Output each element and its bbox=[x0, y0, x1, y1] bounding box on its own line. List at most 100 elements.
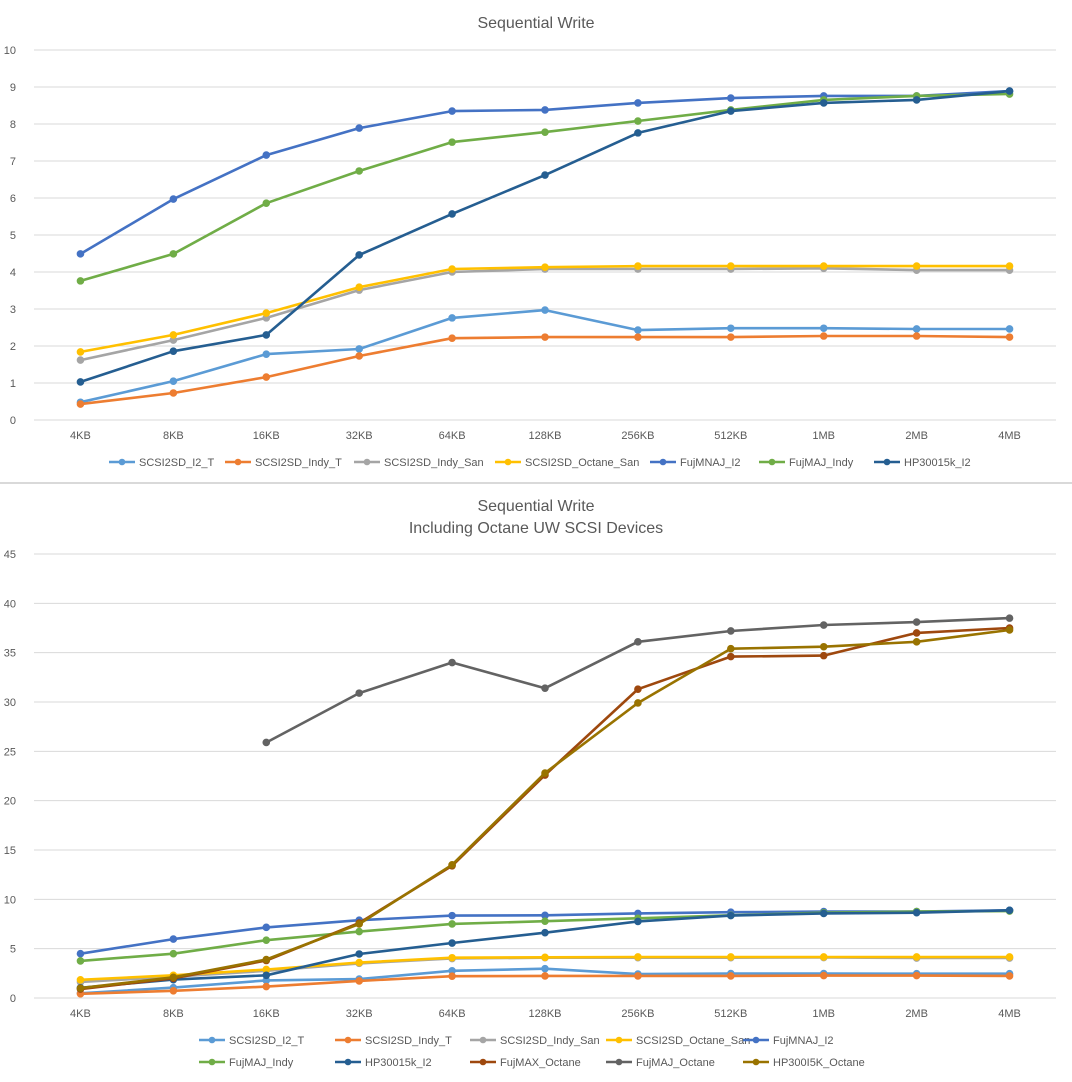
data-point bbox=[634, 99, 642, 107]
data-point bbox=[262, 955, 271, 964]
x-tick-label: 8KB bbox=[163, 1008, 184, 1020]
data-point bbox=[1005, 906, 1014, 915]
data-point bbox=[541, 171, 549, 179]
data-point bbox=[355, 124, 363, 132]
legend-swatch-marker bbox=[234, 458, 242, 466]
x-tick-label: 64KB bbox=[439, 1008, 466, 1020]
legend-label: HP30015k_I2 bbox=[904, 457, 971, 469]
legend-swatch-marker bbox=[615, 1058, 623, 1066]
data-point bbox=[819, 909, 828, 918]
data-point bbox=[448, 314, 456, 322]
x-tick-label: 256KB bbox=[621, 430, 654, 442]
legend-item: FujMAJ_Indy bbox=[199, 1057, 294, 1069]
data-point bbox=[76, 277, 85, 285]
data-point bbox=[448, 920, 456, 928]
data-point bbox=[355, 950, 363, 958]
legend-swatch-marker bbox=[768, 458, 776, 466]
chart-2-x-ticks: 4KB 8KB 16KB 32KB 64KB 128KB 256KB 512KB 1MB 2MB 4… bbox=[70, 1008, 1021, 1020]
chart-sequential-write: Sequential Write 0 1 2 3 4 5 6 7 8 9 10 4KB 8KB 16KB… bbox=[0, 0, 1072, 484]
data-point bbox=[169, 935, 178, 943]
data-point bbox=[727, 262, 735, 270]
legend-item: FujMAJ_Indy bbox=[759, 457, 854, 469]
data-point bbox=[448, 107, 456, 115]
chart-1-gridlines bbox=[34, 49, 1056, 421]
data-point bbox=[912, 618, 921, 626]
legend-item: HP30015k_I2 bbox=[335, 1057, 432, 1069]
legend-label: SCSI2SD_Indy_T bbox=[365, 1035, 452, 1047]
y-tick-label: 5 bbox=[10, 944, 16, 956]
data-point bbox=[912, 262, 921, 270]
data-point bbox=[541, 128, 549, 136]
data-point bbox=[355, 920, 363, 928]
legend-label: HP30015k_I2 bbox=[365, 1057, 432, 1069]
data-point bbox=[819, 332, 828, 340]
data-point bbox=[76, 976, 85, 984]
series-SCSI2SD_Indy_T bbox=[76, 332, 1014, 408]
data-point bbox=[262, 331, 271, 339]
data-point bbox=[169, 973, 178, 982]
data-point bbox=[819, 971, 828, 980]
legend-item: SCSI2SD_Indy_T bbox=[335, 1035, 452, 1047]
data-point bbox=[448, 911, 456, 920]
series-FujMAX_Octane bbox=[76, 624, 1014, 993]
data-point bbox=[1005, 262, 1014, 270]
data-point bbox=[448, 953, 456, 962]
legend-swatch-marker bbox=[659, 458, 667, 466]
y-tick-label: 3 bbox=[10, 304, 16, 316]
x-tick-label: 256KB bbox=[621, 1008, 654, 1020]
x-tick-label: 4KB bbox=[70, 430, 91, 442]
data-point bbox=[76, 250, 85, 258]
data-point bbox=[1005, 614, 1014, 622]
data-point bbox=[262, 971, 271, 980]
data-point bbox=[727, 107, 735, 115]
legend-item: SCSI2SD_I2_T bbox=[109, 457, 214, 469]
data-point bbox=[912, 325, 921, 333]
legend-item: SCSI2SD_Indy_T bbox=[225, 457, 342, 469]
data-point bbox=[541, 769, 549, 777]
y-tick-label: 9 bbox=[10, 82, 16, 94]
x-tick-label: 32KB bbox=[346, 430, 373, 442]
legend-swatch-marker bbox=[479, 1058, 487, 1066]
x-tick-label: 128KB bbox=[528, 1008, 561, 1020]
data-point bbox=[541, 972, 549, 980]
data-point bbox=[262, 373, 271, 381]
x-tick-label: 2MB bbox=[905, 1008, 928, 1020]
data-point bbox=[727, 911, 735, 920]
y-tick-label: 30 bbox=[4, 697, 16, 709]
data-point bbox=[76, 949, 85, 958]
data-point bbox=[912, 629, 921, 637]
data-point bbox=[634, 333, 642, 341]
x-tick-label: 8KB bbox=[163, 430, 184, 442]
data-point bbox=[727, 953, 735, 961]
data-point bbox=[541, 917, 549, 926]
legend-swatch-marker bbox=[208, 1058, 216, 1066]
series-FujMAJ_Indy bbox=[76, 90, 1014, 285]
x-tick-label: 1MB bbox=[812, 1008, 835, 1020]
data-point bbox=[262, 936, 271, 944]
x-tick-label: 4KB bbox=[70, 1008, 91, 1020]
data-point bbox=[76, 957, 85, 965]
chart-2-legend: SCSI2SD_I2_T SCSI2SD_Indy_T SCSI2SD_Indy_S… bbox=[199, 1035, 865, 1069]
legend-label: FujMAJ_Indy bbox=[229, 1057, 294, 1069]
legend-item: SCSI2SD_Octane_San bbox=[495, 457, 639, 469]
data-point bbox=[634, 972, 642, 980]
y-tick-label: 40 bbox=[4, 598, 16, 610]
data-point bbox=[912, 638, 921, 646]
data-point bbox=[819, 651, 828, 660]
data-point bbox=[169, 347, 178, 355]
y-tick-label: 0 bbox=[10, 993, 16, 1005]
data-point bbox=[1005, 953, 1014, 961]
data-point bbox=[819, 324, 828, 333]
data-point bbox=[355, 958, 363, 967]
data-point bbox=[1005, 972, 1014, 980]
legend-label: SCSI2SD_Octane_San bbox=[525, 457, 639, 469]
data-point bbox=[169, 195, 178, 203]
y-tick-label: 10 bbox=[4, 894, 16, 906]
data-point bbox=[912, 971, 921, 980]
data-point bbox=[541, 953, 549, 962]
legend-label: FujMNAJ_I2 bbox=[773, 1035, 834, 1047]
data-point bbox=[355, 689, 363, 697]
data-point bbox=[634, 685, 642, 693]
legend-label: SCSI2SD_Indy_San bbox=[384, 457, 484, 469]
y-tick-label: 4 bbox=[10, 267, 16, 279]
